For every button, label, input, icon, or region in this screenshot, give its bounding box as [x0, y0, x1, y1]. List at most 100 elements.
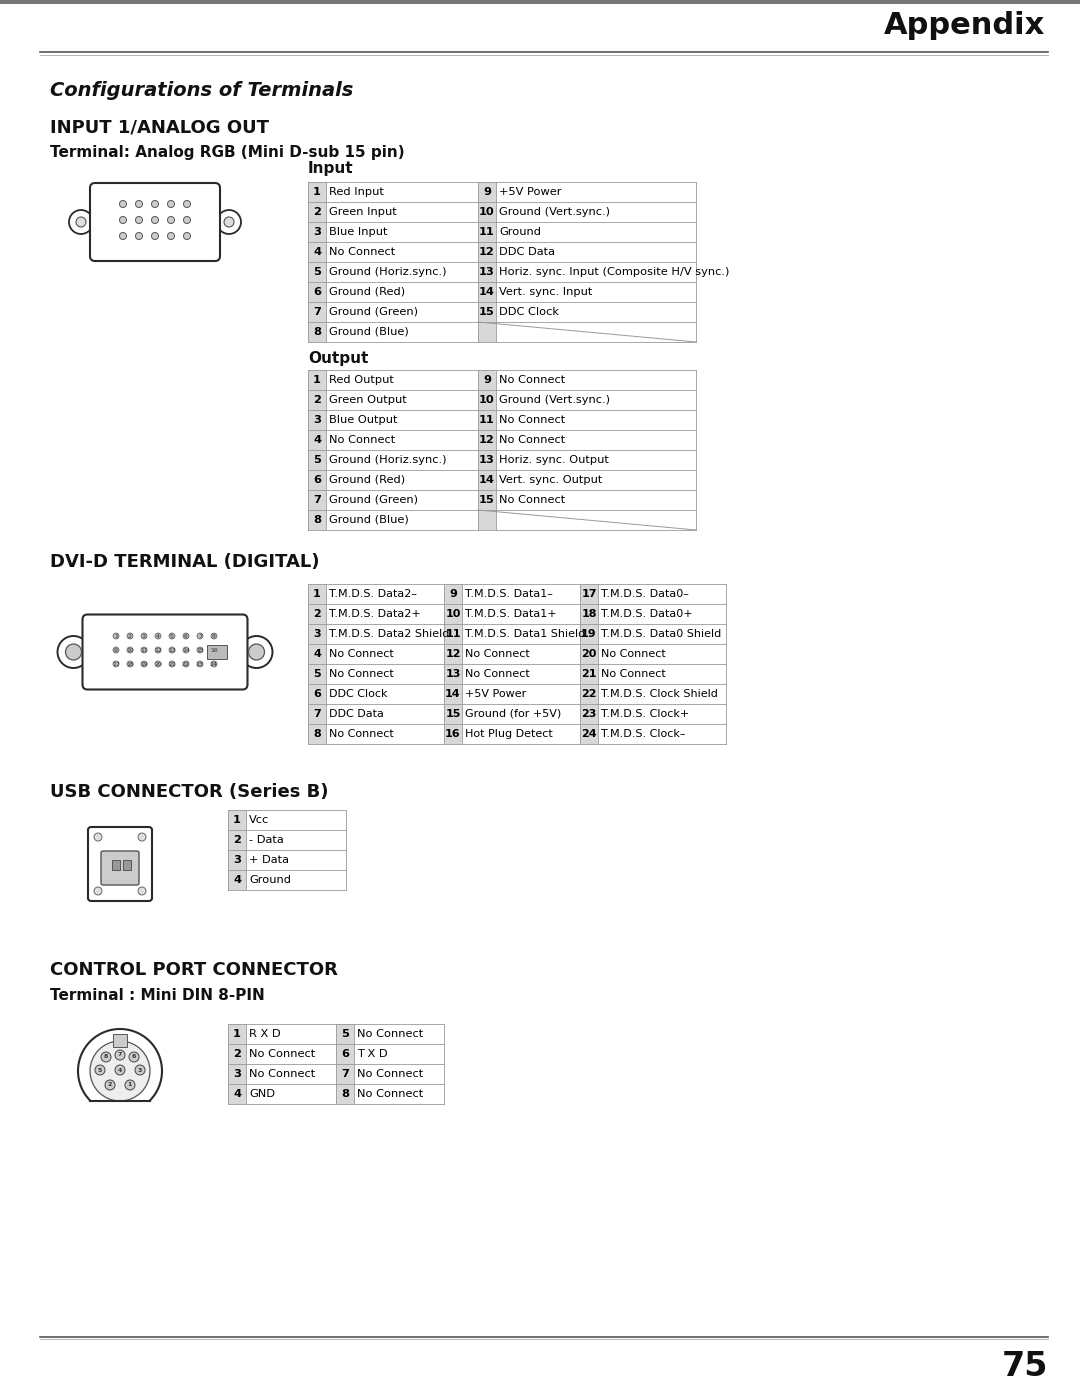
Circle shape: [114, 1051, 125, 1060]
Text: 18: 18: [581, 609, 597, 619]
Bar: [308, 685, 326, 704]
Circle shape: [127, 661, 133, 666]
Bar: [444, 604, 462, 624]
Bar: [478, 430, 496, 450]
Text: R X D: R X D: [249, 1030, 281, 1039]
Text: 3: 3: [233, 855, 241, 865]
Circle shape: [217, 210, 241, 235]
Text: Red Input: Red Input: [329, 187, 383, 197]
Text: 7: 7: [198, 633, 202, 638]
Text: 20: 20: [154, 662, 162, 666]
Text: +5V Power: +5V Power: [499, 187, 562, 197]
Text: DDC Clock: DDC Clock: [329, 689, 388, 698]
Bar: [228, 1065, 246, 1084]
FancyBboxPatch shape: [82, 615, 247, 690]
Circle shape: [69, 210, 93, 235]
Circle shape: [95, 1065, 105, 1076]
Circle shape: [141, 661, 147, 666]
Text: Horiz. sync. Input (Composite H/V sync.): Horiz. sync. Input (Composite H/V sync.): [499, 267, 729, 277]
Bar: [308, 390, 696, 409]
Bar: [308, 664, 726, 685]
Text: Blue Output: Blue Output: [329, 415, 397, 425]
Text: Ground (for +5V): Ground (for +5V): [465, 710, 562, 719]
Bar: [308, 664, 326, 685]
Text: 6: 6: [184, 633, 188, 638]
Text: 11: 11: [140, 647, 148, 652]
Circle shape: [135, 232, 143, 239]
Bar: [308, 704, 726, 724]
Text: 4: 4: [118, 1067, 122, 1073]
Bar: [478, 321, 496, 342]
Text: Configurations of Terminals: Configurations of Terminals: [50, 81, 353, 99]
Text: No Connect: No Connect: [249, 1069, 315, 1078]
Text: T.M.D.S. Data2+: T.M.D.S. Data2+: [329, 609, 421, 619]
Text: GND: GND: [249, 1090, 275, 1099]
Bar: [478, 222, 496, 242]
Bar: [308, 263, 696, 282]
Text: 5: 5: [341, 1030, 349, 1039]
Bar: [228, 1084, 444, 1104]
Text: 15: 15: [480, 495, 495, 504]
Circle shape: [94, 887, 102, 895]
Bar: [444, 644, 462, 664]
Circle shape: [57, 636, 90, 668]
Text: 14: 14: [183, 647, 190, 652]
Circle shape: [151, 232, 159, 239]
Bar: [228, 1084, 246, 1104]
Bar: [580, 704, 598, 724]
Bar: [308, 510, 696, 529]
Text: 6: 6: [313, 689, 321, 698]
Circle shape: [184, 217, 190, 224]
Text: T X D: T X D: [357, 1049, 388, 1059]
Circle shape: [151, 217, 159, 224]
Text: T.M.D.S. Data0 Shield: T.M.D.S. Data0 Shield: [600, 629, 721, 638]
Circle shape: [120, 217, 126, 224]
Bar: [308, 321, 326, 342]
Text: 18: 18: [126, 662, 134, 666]
Bar: [228, 870, 246, 890]
Bar: [228, 1024, 444, 1044]
Bar: [228, 810, 246, 830]
Text: Ground (Horiz.sync.): Ground (Horiz.sync.): [329, 455, 446, 465]
Text: Hot Plug Detect: Hot Plug Detect: [465, 729, 553, 739]
Text: 1: 1: [114, 633, 118, 638]
Bar: [308, 302, 326, 321]
Text: 7: 7: [313, 495, 321, 504]
Circle shape: [211, 661, 217, 666]
Bar: [308, 222, 696, 242]
Text: No Connect: No Connect: [329, 434, 395, 446]
Bar: [112, 861, 120, 870]
Text: No Connect: No Connect: [329, 650, 394, 659]
Circle shape: [113, 647, 119, 652]
Bar: [444, 685, 462, 704]
Circle shape: [184, 232, 190, 239]
Text: T.M.D.S. Data0–: T.M.D.S. Data0–: [600, 590, 689, 599]
Circle shape: [183, 647, 189, 652]
Circle shape: [167, 232, 175, 239]
Text: T.M.D.S. Data1–: T.M.D.S. Data1–: [465, 590, 553, 599]
Text: 13: 13: [480, 267, 495, 277]
Circle shape: [120, 232, 126, 239]
Circle shape: [113, 633, 119, 638]
Text: 7: 7: [313, 307, 321, 317]
Bar: [308, 430, 326, 450]
Text: DDC Clock: DDC Clock: [499, 307, 559, 317]
Text: 10: 10: [480, 395, 495, 405]
Text: No Connect: No Connect: [465, 650, 530, 659]
Text: 8: 8: [212, 633, 216, 638]
Text: 16: 16: [211, 647, 218, 652]
Circle shape: [105, 1080, 114, 1090]
Bar: [478, 242, 496, 263]
Text: 1: 1: [313, 590, 321, 599]
Text: 7: 7: [341, 1069, 349, 1078]
Bar: [91, 835, 97, 893]
Text: 7: 7: [313, 710, 321, 719]
Bar: [580, 584, 598, 604]
Text: 11: 11: [445, 629, 461, 638]
Text: + Data: + Data: [249, 855, 289, 865]
Bar: [143, 835, 149, 893]
Bar: [123, 861, 131, 870]
Bar: [228, 849, 246, 870]
Text: Ground (Green): Ground (Green): [329, 495, 418, 504]
Text: 24: 24: [581, 729, 597, 739]
